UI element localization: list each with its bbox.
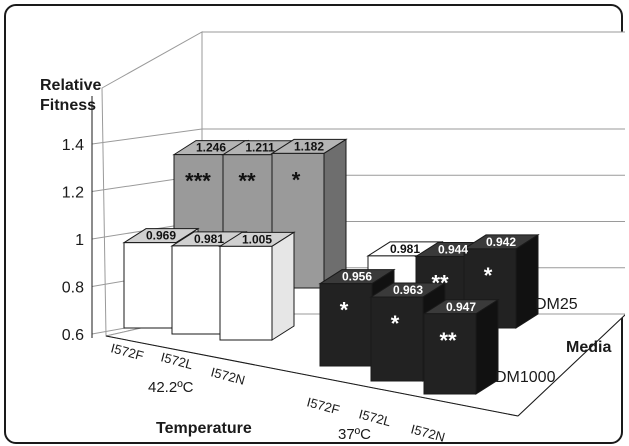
hot-dm25-bar-side [323,138,347,289]
gridline-side [91,128,203,145]
hot-dm25-data-label: 1.211 [245,141,275,155]
hot-dm25-data-label: 1.246 [196,141,226,155]
hot-dm25-data-label: 1.182 [294,139,324,153]
hot-dm1000-data-label: 1.005 [242,232,272,246]
y-tick-label: 0.8 [62,280,84,297]
depth-axis-title: Media [566,339,611,356]
strain-tick-label: I572N [409,421,446,444]
hot-dm1000-bar [171,245,225,335]
cool-dm25-bar-side [515,234,539,329]
y-tick-label: 1.2 [62,185,84,202]
cool-dm1000-bar [319,283,373,367]
y-axis-title-line1: Relative [40,77,101,94]
y-tick-label: 1 [75,232,84,249]
strain-tick-label: I572F [305,394,341,417]
cool-dm1000-data-label: 0.963 [393,283,423,297]
strain-tick-label: I572N [209,364,246,387]
hot-dm25-significance-mark: *** [185,169,211,194]
hot-dm25-significance-mark: * [292,167,301,192]
chart-frame: 0.6 0.8 1 1.2 1.4 1.246 *** 1.211 ** 1.182 * 0.981 0… [4,4,625,445]
hot-dm1000-data-label: 0.969 [146,229,176,243]
cool-dm25-significance-mark: * [484,263,493,288]
strain-tick-label: I572L [159,349,194,372]
cool-dm25-significance-mark: ** [431,270,449,295]
cool-dm1000-data-label: 0.956 [342,270,372,284]
cool-dm1000-bar [370,296,424,382]
strain-tick-label: I572F [109,340,145,363]
temperature-label-42: 42.2ºC [148,379,194,396]
cool-dm1000-significance-mark: * [340,298,349,323]
cool-dm25-data-label: 0.944 [438,242,468,256]
depth-axis-line [517,314,625,417]
y-tick-label: 1.4 [62,137,84,154]
hot-dm25-significance-mark: ** [238,169,256,194]
hot-dm1000-data-label: 0.981 [194,232,224,246]
cool-dm25-data-label: 0.942 [486,235,516,249]
cool-dm1000-significance-mark: ** [439,328,457,353]
labels-layer: 0.60.811.21.4 1.246***1.211**1.182*0.981 0… [40,77,611,445]
media-label-dm1000: DM1000 [495,369,556,386]
temperature-label-37: 37ºC [338,426,371,443]
hot-dm1000-bar [123,242,177,329]
bars-layer [122,138,540,395]
x-axis-title: Temperature [156,420,252,437]
y-tick-label: 0.6 [62,327,84,344]
media-label-dm25: DM25 [535,296,578,313]
cool-dm1000-data-label: 0.947 [446,300,476,314]
cool-dm1000-significance-mark: * [391,311,400,336]
fitness-3d-bar-chart: 0.60.811.21.4 1.246***1.211**1.182*0.981 0… [40,31,625,445]
y-axis-title-line2: Fitness [40,97,96,114]
hot-dm1000-bar [219,245,273,341]
cool-dm1000-bar [423,313,477,395]
x-axis-line [105,335,519,417]
cool-dm25-data-label: 0.981 [390,242,420,256]
hot-dm1000-bar-side [271,231,295,341]
